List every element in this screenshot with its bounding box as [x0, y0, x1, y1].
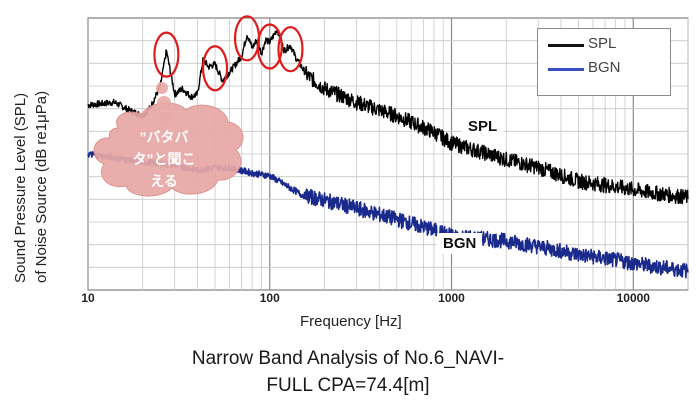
legend-label-spl: SPL [588, 35, 617, 52]
chart-title-line2: FULL CPA=74.4[m] [266, 375, 430, 396]
y-axis-label-line1: Sound Pressure Level (SPL) [12, 92, 29, 283]
x-tick-labels: 10 100 1000 10000 [81, 291, 650, 305]
legend-swatch-spl [548, 44, 584, 47]
legend-item-bgn: BGN [548, 59, 668, 79]
peak-highlight-circle [153, 31, 180, 78]
x-tick-label: 10000 [617, 291, 651, 305]
x-tick-label: 1000 [438, 291, 465, 305]
callout-bubble [93, 82, 244, 197]
series-line-spl [87, 28, 689, 205]
callout-text-line1: ”バタバ [139, 129, 189, 145]
legend: SPL BGN [537, 28, 671, 96]
peak-highlight-circle [201, 45, 229, 92]
bgn-curve-tag: BGN [437, 233, 483, 254]
peak-highlight-circle [256, 23, 283, 70]
spl-curve-tag: SPL [462, 116, 504, 137]
legend-item-spl: SPL [548, 35, 668, 55]
chart-title-line1: Narrow Band Analysis of No.6_NAVI- [191, 348, 505, 369]
x-tick-label: 10 [81, 291, 95, 305]
callout-text-line3: える [150, 173, 178, 189]
legend-label-bgn: BGN [588, 59, 621, 76]
legend-swatch-bgn [548, 68, 584, 71]
y-axis-label-line2: of Noise Source (dB re1μPa) [33, 90, 50, 283]
chart-title: Narrow Band Analysis of No.6_NAVI- FULL … [0, 345, 696, 399]
peak-highlight-circle [277, 26, 304, 73]
x-axis-title: Frequency [Hz] [300, 313, 402, 330]
peak-circles [153, 15, 304, 92]
callout-text: ”バタバ タ”と聞こ える [98, 126, 230, 192]
callout-text-line2: タ”と聞こ [132, 151, 196, 167]
x-tick-label: 100 [260, 291, 280, 305]
